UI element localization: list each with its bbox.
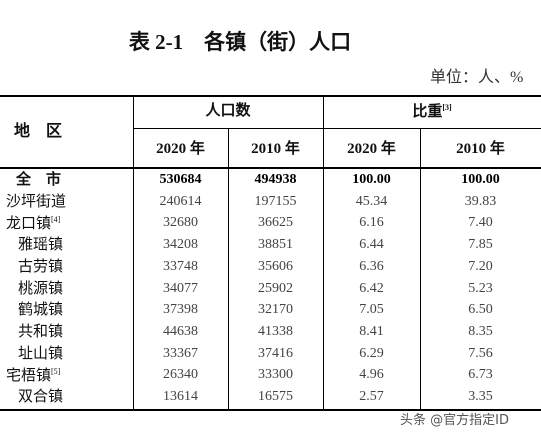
cell: 45.34: [355, 193, 388, 209]
cell: 197155: [254, 193, 297, 209]
rule: [323, 95, 324, 410]
cell: 6.73: [468, 367, 493, 383]
cell: 34208: [163, 237, 198, 253]
cell: 8.41: [359, 323, 384, 339]
rule: [133, 128, 541, 129]
row-name: 桃源镇: [18, 280, 64, 297]
row-name-text: 双合镇: [18, 389, 64, 405]
cell: 8.35: [468, 323, 493, 339]
cell: 26340: [163, 367, 198, 383]
cell: 16575: [258, 389, 293, 404]
cell: 36625: [258, 215, 293, 231]
cell: 33748: [163, 258, 198, 274]
cell: 3.35: [468, 389, 493, 404]
cell: 240614: [159, 193, 202, 209]
cell: 7.05: [359, 302, 384, 318]
rule: [0, 95, 541, 97]
row-name-text: 鹤城镇: [18, 302, 64, 319]
cell: 6.16: [359, 215, 384, 231]
cell: 6.29: [359, 345, 384, 361]
watermark: 头条 @官方指定ID: [400, 413, 509, 428]
group-header-text: 人口数: [205, 103, 251, 119]
region-header: 地 区: [14, 123, 63, 140]
row-name: 鹤城镇: [18, 303, 63, 318]
row-name-text: 桃源镇: [18, 280, 64, 297]
row-name-text: 沙坪街道: [6, 193, 67, 210]
cell: 33367: [163, 345, 198, 361]
rule: [228, 128, 229, 410]
row-name-text: 龙口镇: [6, 216, 52, 233]
cell: 32170: [258, 302, 293, 318]
row-name: 古劳镇: [18, 258, 64, 275]
cell: 7.40: [468, 215, 493, 231]
group-header: 人口数: [133, 104, 323, 119]
cell: 35606: [258, 258, 293, 274]
cell: 2.57: [359, 389, 384, 404]
rule: [0, 409, 541, 411]
cell: 37416: [258, 345, 293, 361]
cell: 25902: [258, 280, 293, 296]
row-name: 双合镇: [18, 390, 63, 405]
cell: 33300: [258, 367, 293, 383]
cell: 41338: [258, 323, 293, 339]
cell: 4.96: [359, 367, 384, 383]
footnote-mark: [3]: [442, 103, 452, 112]
row-name-text: 址山镇: [18, 345, 64, 362]
row-name: 雅瑶镇: [18, 238, 63, 253]
cell: 100.00: [352, 172, 391, 187]
sub-header: 2010 年: [456, 141, 505, 157]
row-name-text: 宅梧镇: [6, 368, 52, 385]
cell: 39.83: [464, 193, 497, 209]
cell: 32680: [163, 215, 198, 231]
row-name-text: 雅瑶镇: [18, 237, 64, 254]
cell: 6.36: [359, 258, 384, 274]
cell: 13614: [163, 389, 198, 404]
cell: 6.50: [468, 302, 493, 318]
title: 表 2-1 各镇（街）人口: [128, 30, 352, 54]
row-name: 共和镇: [18, 323, 64, 340]
sub-header: 2020 年: [347, 141, 396, 157]
cell: 7.85: [468, 237, 493, 253]
sub-header: 2020 年: [156, 141, 205, 157]
group-header-text: 比重: [412, 104, 443, 120]
row-name-text: 古劳镇: [18, 258, 64, 275]
cell: 6.44: [359, 237, 384, 253]
rule: [420, 128, 421, 410]
sub-header: 2010 年: [251, 141, 300, 157]
row-name: 宅梧镇[5]: [6, 368, 60, 384]
rule: [133, 95, 134, 410]
cell: 494938: [254, 172, 297, 187]
cell: 7.56: [468, 345, 493, 361]
cell: 100.00: [461, 172, 500, 187]
footnote-mark: [5]: [51, 367, 61, 377]
cell: 530684: [159, 172, 202, 187]
rule: [0, 167, 541, 169]
unit: 单位：人、%: [430, 69, 524, 86]
cell: 44638: [163, 323, 198, 339]
cell: 6.42: [359, 280, 384, 296]
footnote-mark: [4]: [51, 215, 61, 225]
cell: 7.20: [468, 258, 493, 274]
cell: 37398: [163, 302, 198, 318]
row-name: 址山镇: [18, 345, 64, 362]
row-name: 龙口镇[4]: [6, 216, 60, 232]
cell: 38851: [258, 237, 293, 253]
row-name: 沙坪街道: [6, 193, 67, 210]
row-name-text: 全 市: [16, 172, 62, 188]
group-header: 比重[3]: [323, 104, 541, 120]
row-name-text: 共和镇: [18, 323, 64, 340]
cell: 34077: [163, 280, 198, 296]
row-name: 全 市: [16, 173, 61, 188]
cell: 5.23: [468, 280, 493, 296]
